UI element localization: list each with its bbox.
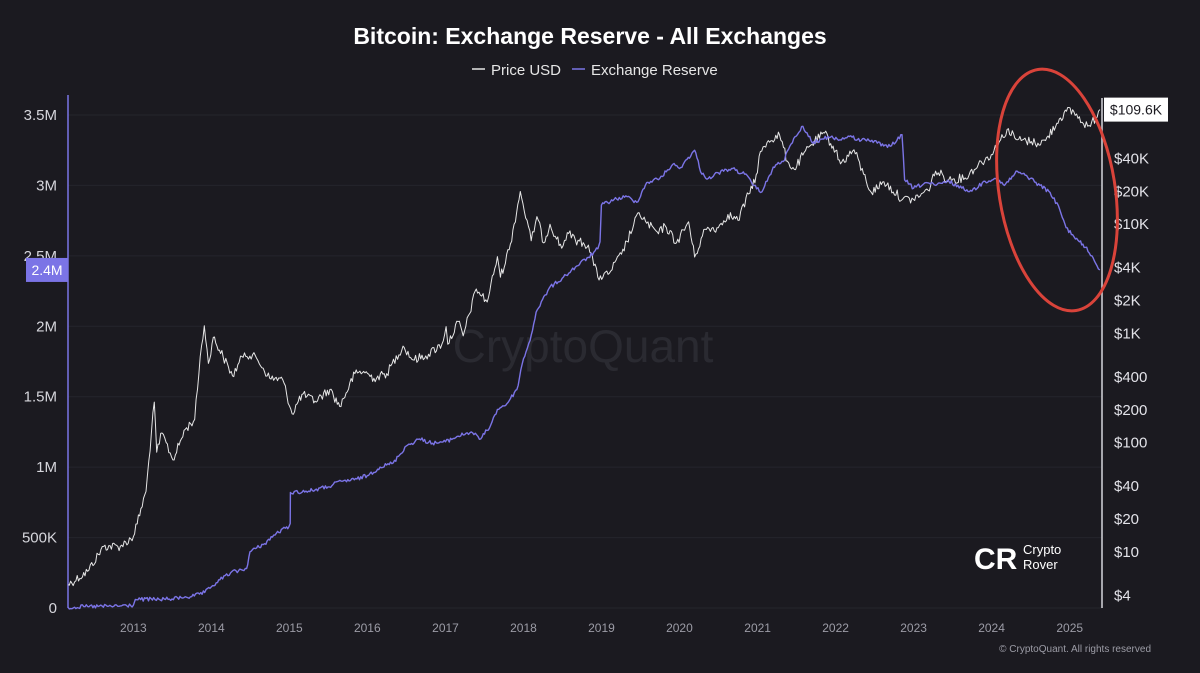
- annotation-circle: [995, 67, 1119, 313]
- brand-line2: Rover: [1023, 557, 1058, 572]
- legend[interactable]: Price USD Exchange Reserve: [472, 62, 718, 79]
- brand-line1: Crypto: [1023, 542, 1061, 557]
- watermark: CryptoQuant: [453, 320, 714, 372]
- y-right-tick-label: $10: [1114, 544, 1139, 561]
- y-right-tick-label: $2K: [1114, 293, 1141, 310]
- y-left-tick-label: 1M: [36, 459, 57, 476]
- y-right-tick-label: $20K: [1114, 183, 1149, 200]
- y-right-tick-label: $40K: [1114, 150, 1149, 167]
- y-left-tick-label: 1.5M: [24, 389, 57, 406]
- x-tick-label: 2013: [120, 621, 147, 635]
- x-tick-label: 2024: [978, 621, 1005, 635]
- y-right-tick-label: $4: [1114, 587, 1131, 604]
- right-current-value-label: $109.6K: [1110, 102, 1163, 118]
- y-right-tick-label: $40: [1114, 478, 1139, 495]
- legend-label-price: Price USD: [491, 62, 561, 79]
- brand-logo: CR Crypto Rover: [974, 542, 1061, 576]
- y-right-tick-label: $400: [1114, 369, 1147, 386]
- y-left-tick-label: 500K: [22, 530, 57, 547]
- x-tick-label: 2016: [354, 621, 381, 635]
- x-tick-label: 2017: [432, 621, 459, 635]
- x-tick-label: 2021: [744, 621, 771, 635]
- footer-copyright: © CryptoQuant. All rights reserved: [999, 644, 1151, 655]
- y-right-tick-label: $20: [1114, 511, 1139, 528]
- x-tick-label: 2025: [1056, 621, 1083, 635]
- x-tick-label: 2018: [510, 621, 537, 635]
- series-line-exchange-reserve: [67, 125, 1101, 610]
- y-right-tick-label: $4K: [1114, 260, 1141, 277]
- legend-item-price[interactable]: Price USD: [472, 62, 561, 79]
- y-right-tick-label: $10K: [1114, 216, 1149, 233]
- x-tick-label: 2019: [588, 621, 615, 635]
- chart-title: Bitcoin: Exchange Reserve - All Exchange…: [353, 23, 826, 49]
- x-axis: 2013 2014 2015 2016 2017 2018 2019 2020 2021 2022…: [120, 621, 1083, 635]
- y-left-tick-label: 3M: [36, 177, 57, 194]
- y-left-tick-label: 0: [49, 600, 57, 617]
- x-tick-label: 2014: [198, 621, 225, 635]
- y-right-tick-label: $200: [1114, 402, 1147, 419]
- series-layer: [67, 107, 1101, 610]
- gridlines: [68, 114, 1102, 609]
- left-current-value-badge: 2.4M: [26, 257, 68, 282]
- brand-mark: CR: [974, 543, 1018, 576]
- y-left-tick-label: 3.5M: [24, 107, 57, 124]
- y-right-tick-label: $1K: [1114, 325, 1141, 342]
- legend-item-reserve[interactable]: Exchange Reserve: [572, 62, 718, 79]
- right-axis: $4 $10 $20 $40 $100 $200 $400 $1K $2K $4K $10K $20K…: [1101, 98, 1149, 608]
- legend-label-reserve: Exchange Reserve: [591, 62, 718, 79]
- left-current-value-label: 2.4M: [31, 262, 62, 278]
- current-value-markers: 2.4M $109.6K: [26, 97, 1168, 282]
- x-tick-label: 2015: [276, 621, 303, 635]
- x-tick-label: 2023: [900, 621, 927, 635]
- y-left-tick-label: 2M: [36, 318, 57, 335]
- x-tick-label: 2020: [666, 621, 693, 635]
- right-current-value-badge: $109.6K: [1104, 97, 1168, 122]
- x-tick-label: 2022: [822, 621, 849, 635]
- y-right-tick-label: $100: [1114, 435, 1147, 452]
- series-line-price: [67, 107, 1101, 587]
